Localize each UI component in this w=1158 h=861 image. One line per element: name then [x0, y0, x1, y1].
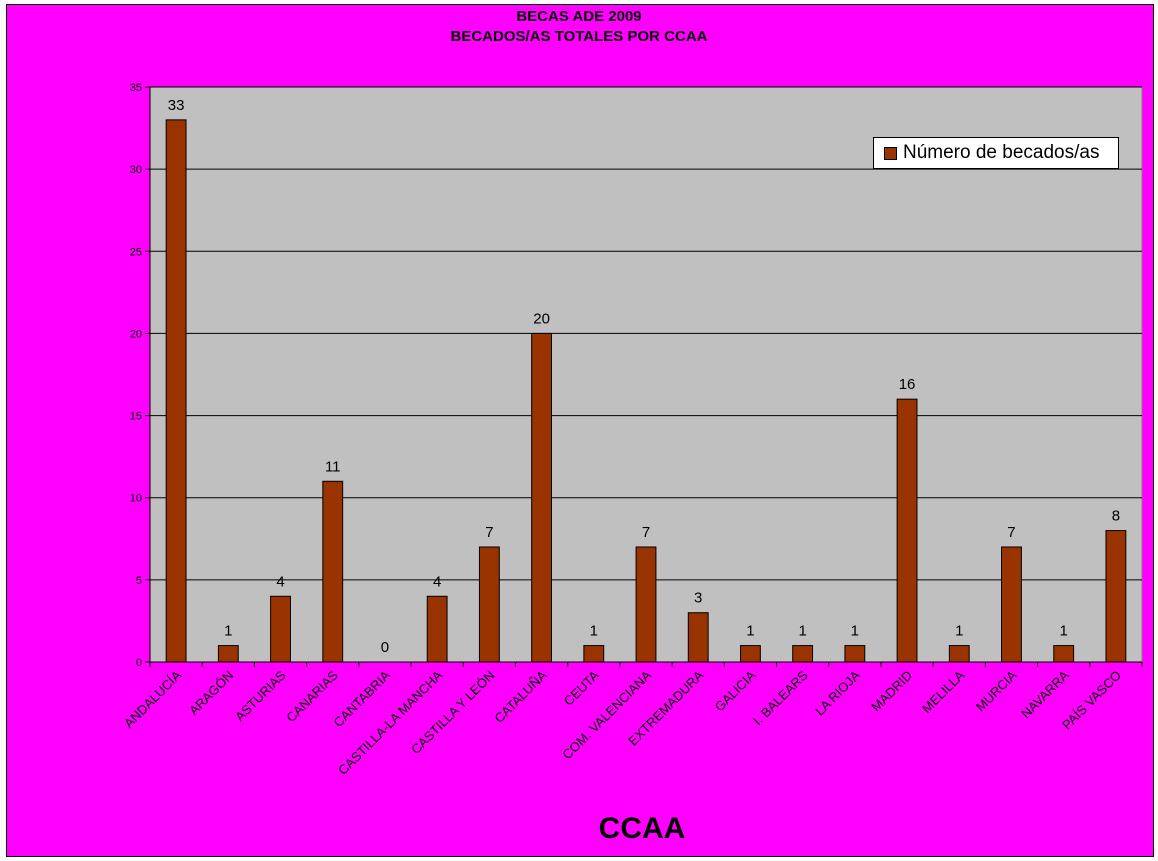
legend-swatch — [884, 146, 897, 160]
x-tick-label: MURCIA — [973, 667, 1020, 714]
legend-label: Número de becados/as — [903, 142, 1100, 163]
bar — [426, 595, 448, 663]
data-label: 7 — [1007, 524, 1015, 541]
data-label: 16 — [899, 376, 916, 393]
y-tick-label: 10 — [130, 493, 142, 505]
bar — [583, 645, 605, 663]
data-label: 1 — [798, 623, 806, 640]
y-tick-label: 20 — [130, 328, 142, 340]
y-tick-label: 25 — [130, 246, 142, 258]
data-label: 7 — [642, 524, 650, 541]
bar — [165, 119, 187, 663]
x-tick-label: NAVARRA — [1018, 667, 1072, 721]
data-label: 4 — [433, 573, 441, 590]
bar — [1105, 530, 1127, 663]
x-tick-label: ASTURIAS — [232, 667, 289, 724]
y-tick-label: 30 — [130, 164, 142, 176]
bars — [165, 119, 1127, 663]
x-axis-ticks: ANDALUCÍA ARAGÓNASTURIASCANARIASCANTABRIA… — [121, 661, 1143, 778]
y-tick-label: 15 — [130, 411, 142, 423]
x-tick-label: CATALUÑA — [491, 667, 550, 726]
data-label: 1 — [851, 623, 859, 640]
x-tick-label: CASTILLA-LA MANCHA — [335, 667, 445, 777]
bar — [687, 612, 709, 663]
data-label: 20 — [533, 310, 550, 327]
data-label: 1 — [224, 623, 232, 640]
data-label: 4 — [276, 573, 284, 590]
data-label: 0 — [381, 639, 389, 656]
chart-title: BECAS ADE 2009 — [516, 8, 642, 25]
x-tick-label: ARAGÓN — [186, 668, 236, 718]
x-tick-label: CEUTA — [561, 667, 602, 708]
bar — [478, 546, 500, 663]
data-label: 7 — [485, 524, 493, 541]
y-axis-ticks: 0 5 10 15 20 25 30 35 — [130, 82, 151, 669]
data-label: 1 — [590, 623, 598, 640]
data-label: 11 — [325, 458, 341, 475]
x-tick-label: LA RIOJA — [812, 667, 863, 718]
bar — [531, 332, 552, 663]
x-tick-label: GALICIA — [712, 667, 759, 714]
x-tick-label: COM. VALENCIANA — [559, 667, 654, 762]
data-label: 3 — [694, 590, 702, 607]
y-tick-label: 5 — [136, 575, 142, 587]
bar — [844, 645, 866, 663]
y-tick-label: 35 — [130, 82, 142, 94]
x-tick-label: ANDALUCÍA — [121, 667, 184, 730]
x-tick-label: I. BALEARS — [750, 667, 811, 728]
bar — [948, 645, 970, 663]
data-label: 1 — [746, 623, 754, 640]
bar — [1001, 546, 1022, 663]
bar — [1053, 645, 1075, 663]
data-label: 1 — [955, 623, 963, 640]
x-tick-label: MADRID — [868, 668, 915, 715]
bar — [635, 546, 657, 663]
bar — [740, 645, 761, 663]
y-tick-label: 0 — [136, 657, 142, 669]
bar — [270, 595, 291, 663]
x-tick-label: MELILLA — [919, 667, 968, 716]
bar — [792, 645, 814, 663]
bar — [322, 480, 344, 663]
data-label: 33 — [168, 97, 185, 114]
legend: Número de becados/as — [873, 137, 1119, 169]
bar — [896, 398, 918, 663]
bar — [217, 645, 239, 663]
chart-subtitle: BECADOS/AS TOTALES POR CCAA — [450, 28, 708, 45]
data-label: 1 — [1060, 623, 1068, 640]
x-axis-title: CCAA — [598, 812, 686, 845]
data-label: 8 — [1112, 508, 1120, 525]
